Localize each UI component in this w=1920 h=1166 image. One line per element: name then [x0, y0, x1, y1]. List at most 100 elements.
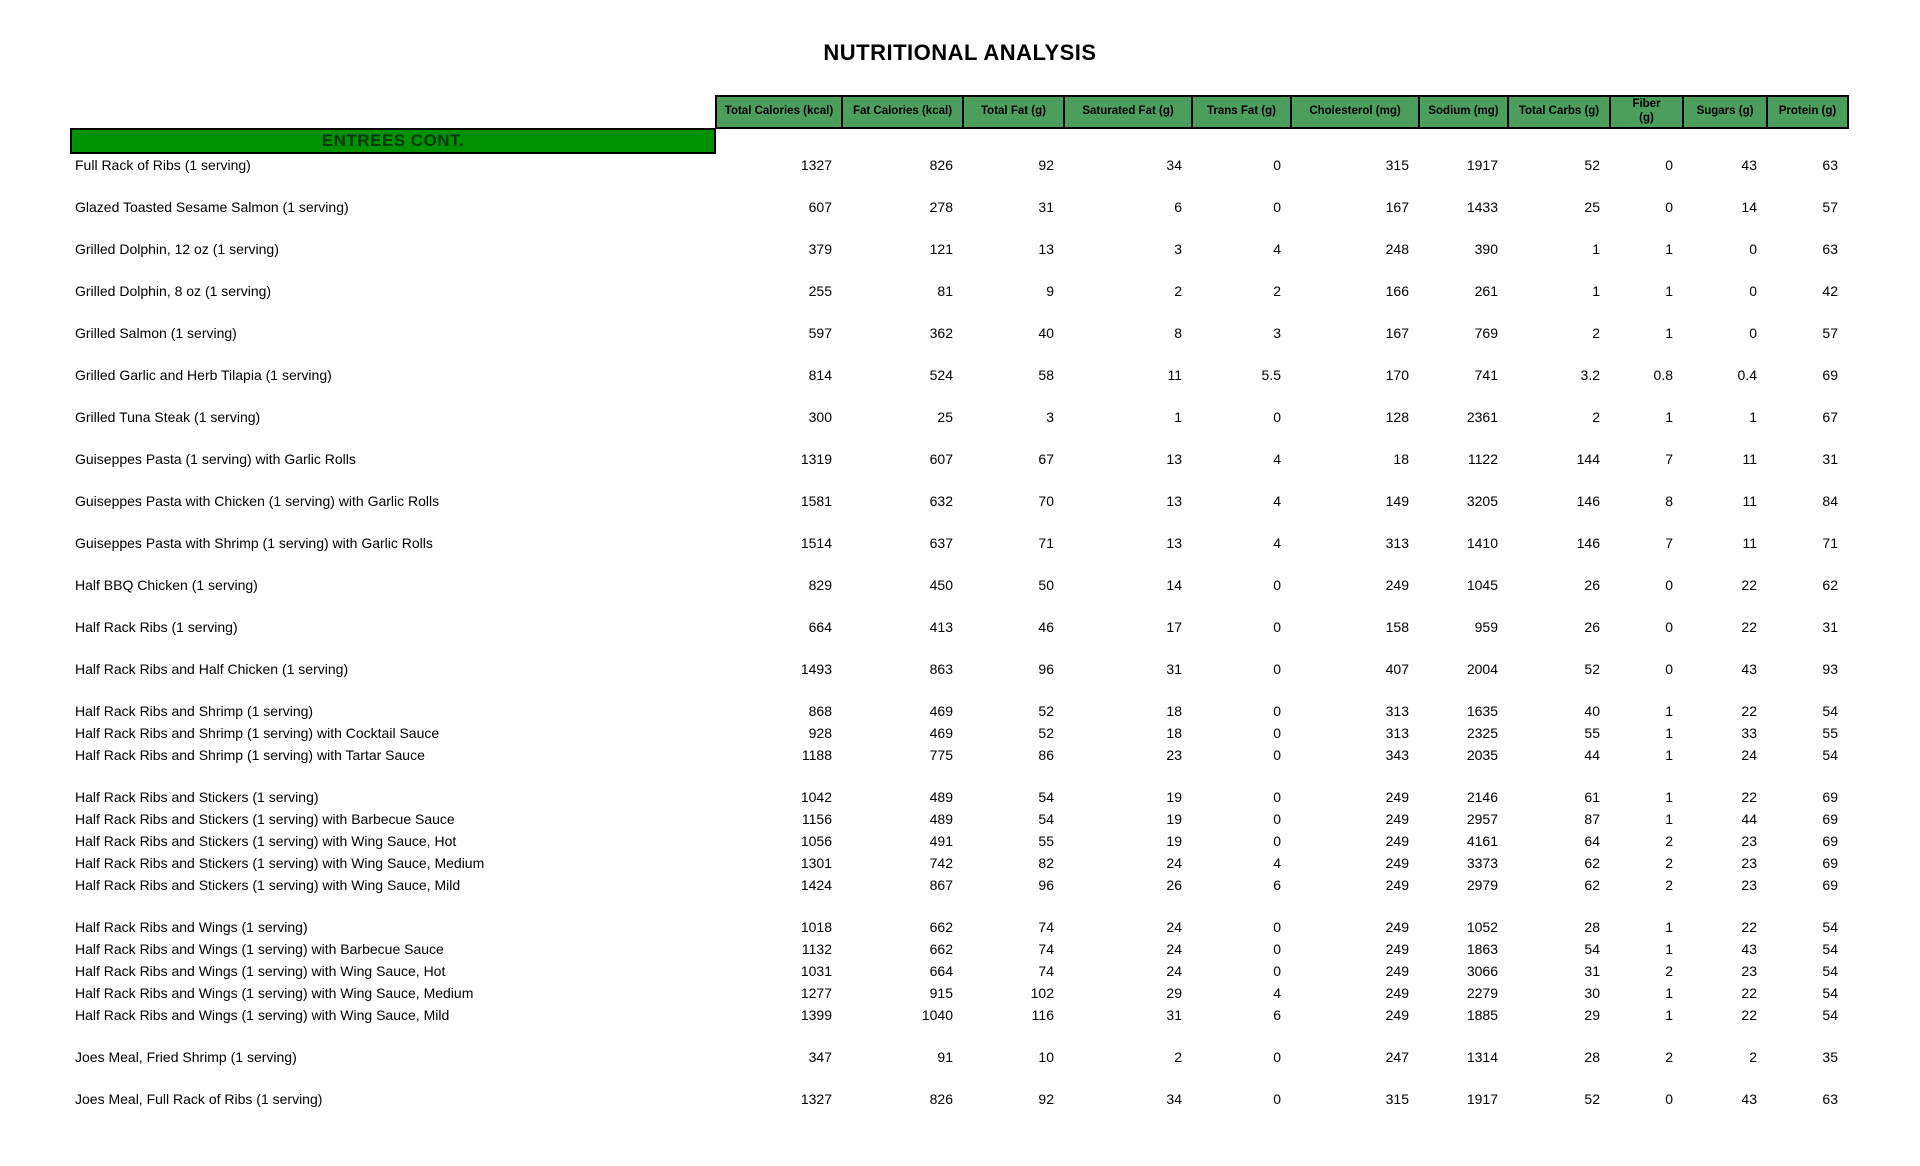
- table-row: Half Rack Ribs and Shrimp (1 serving) 868…: [70, 700, 1848, 722]
- nutrient-value: 11: [1167, 367, 1182, 383]
- nutrient-value: 3205: [1466, 493, 1498, 509]
- nutrient-value: 1917: [1466, 1091, 1498, 1107]
- nutrient-value: 64: [1584, 833, 1600, 849]
- nutrient-value: 489: [929, 789, 953, 805]
- nutrient-value: 146: [1576, 493, 1600, 509]
- nutrient-value: 58: [1038, 367, 1054, 383]
- nutrient-value: 46: [1038, 619, 1054, 635]
- nutrient-value: 19: [1166, 833, 1182, 849]
- nutrient-value: 43: [1741, 157, 1757, 173]
- row-spacer: [70, 344, 1848, 364]
- nutrient-value: 491: [929, 833, 953, 849]
- nutrient-value: 19: [1166, 789, 1182, 805]
- nutrient-value: 637: [929, 535, 953, 551]
- nutrient-value: 17: [1166, 619, 1182, 635]
- nutrient-value: 71: [1822, 535, 1838, 551]
- nutrient-value: 0: [1749, 241, 1757, 257]
- nutrient-value: 1132: [801, 941, 832, 957]
- nutrient-value: 829: [808, 577, 832, 593]
- nutrient-value: 9: [1046, 283, 1054, 299]
- nutrient-value: 249: [1385, 811, 1409, 827]
- nutrient-value: 31: [1166, 1007, 1182, 1023]
- table-row: Joes Meal, Fried Shrimp (1 serving) 347 91…: [70, 1046, 1848, 1068]
- nutrient-value: 469: [929, 725, 953, 741]
- nutrient-value: 6: [1273, 877, 1281, 893]
- column-header: Fat Calories (kcal): [841, 95, 964, 129]
- nutrient-value: 2: [1592, 409, 1600, 425]
- nutrient-value: 2: [1273, 283, 1281, 299]
- item-name: Half Rack Ribs and Shrimp (1 serving): [75, 703, 314, 719]
- nutrient-value: 22: [1741, 577, 1757, 593]
- nutrient-value: 2004: [1466, 661, 1498, 677]
- nutrient-value: 868: [808, 703, 832, 719]
- page-title: NUTRITIONAL ANALYSIS: [823, 40, 1097, 65]
- nutrient-value: 0: [1273, 199, 1281, 215]
- nutrient-value: 26: [1584, 619, 1600, 635]
- nutrient-value: 1277: [800, 985, 832, 1001]
- nutrient-value: 146: [1576, 535, 1600, 551]
- nutrient-value: 249: [1385, 985, 1409, 1001]
- nutrient-value: 0: [1273, 725, 1281, 741]
- nutrient-value: 0: [1273, 789, 1281, 805]
- table-row: Half Rack Ribs and Half Chicken (1 servi…: [70, 658, 1848, 680]
- nutrient-value: 40: [1584, 703, 1600, 719]
- nutrient-value: 1: [1665, 985, 1673, 1001]
- item-name: Half Rack Ribs and Wings (1 serving): [75, 919, 308, 935]
- table-row: Grilled Tuna Steak (1 serving) 300 25 3 1 0 12…: [70, 406, 1848, 428]
- nutrient-value: 1410: [1466, 535, 1498, 551]
- nutrient-value: 390: [1474, 241, 1498, 257]
- nutrient-value: 315: [1385, 157, 1409, 173]
- nutrient-value: 343: [1385, 747, 1409, 763]
- table-row: Glazed Toasted Sesame Salmon (1 serving)…: [70, 196, 1848, 218]
- table-row: Half Rack Ribs and Wings (1 serving) wit…: [70, 1004, 1848, 1026]
- nutrient-value: 0: [1273, 577, 1281, 593]
- nutrient-value: 300: [808, 409, 832, 425]
- nutrient-value: 0: [1665, 1091, 1673, 1107]
- nutrient-value: 62: [1822, 577, 1838, 593]
- nutrient-value: 928: [808, 725, 832, 741]
- nutrient-value: 52: [1038, 703, 1054, 719]
- nutrient-value: 144: [1576, 451, 1600, 467]
- nutrient-value: 4: [1273, 985, 1281, 1001]
- table-row: Half Rack Ribs and Stickers (1 serving) 1…: [70, 786, 1848, 808]
- nutrient-value: 6: [1174, 199, 1182, 215]
- nutrient-value: 13: [1038, 241, 1054, 257]
- nutrient-value: 54: [1822, 703, 1838, 719]
- nutrient-value: 35: [1822, 1049, 1838, 1065]
- nutrient-value: 52: [1584, 1091, 1600, 1107]
- nutrient-value: 82: [1038, 855, 1054, 871]
- row-spacer: [70, 1026, 1848, 1046]
- nutrient-value: 54: [1822, 747, 1838, 763]
- nutrient-value: 249: [1385, 855, 1409, 871]
- row-spacer: [70, 766, 1848, 786]
- nutrient-value: 19: [1166, 811, 1182, 827]
- row-spacer: [70, 218, 1848, 238]
- table-row: Half Rack Ribs and Shrimp (1 serving) wi…: [70, 722, 1848, 744]
- item-name: Joes Meal, Fried Shrimp (1 serving): [75, 1049, 297, 1065]
- nutrient-value: 3: [1174, 241, 1182, 257]
- nutrient-value: 43: [1741, 1091, 1757, 1107]
- nutrient-value: 2979: [1466, 877, 1498, 893]
- nutrient-value: 6: [1273, 1007, 1281, 1023]
- nutrient-value: 597: [808, 325, 832, 341]
- nutrient-value: 28: [1584, 919, 1600, 935]
- nutrient-value: 81: [937, 283, 953, 299]
- nutrient-value: 63: [1822, 241, 1838, 257]
- nutrient-value: 489: [929, 811, 953, 827]
- nutrient-value: 29: [1584, 1007, 1600, 1023]
- item-name: Half Rack Ribs and Wings (1 serving) wit…: [75, 1007, 450, 1023]
- table-row: Grilled Garlic and Herb Tilapia (1 servi…: [70, 364, 1848, 386]
- nutrient-value: 24: [1741, 747, 1757, 763]
- nutrient-value: 741: [1474, 367, 1498, 383]
- nutrient-value: 915: [929, 985, 953, 1001]
- nutrient-value: 261: [1474, 283, 1498, 299]
- nutrient-value: 26: [1166, 877, 1182, 893]
- nutrient-value: 0: [1665, 661, 1673, 677]
- nutrient-value: 31: [1584, 963, 1600, 979]
- row-spacer: [70, 386, 1848, 406]
- nutrient-value: 524: [929, 367, 953, 383]
- table-row: Half Rack Ribs and Wings (1 serving) 1018…: [70, 916, 1848, 938]
- section-banner-row: ENTREES CONT.: [70, 128, 1848, 154]
- nutrient-value: 249: [1385, 919, 1409, 935]
- nutrient-value: 2: [1592, 325, 1600, 341]
